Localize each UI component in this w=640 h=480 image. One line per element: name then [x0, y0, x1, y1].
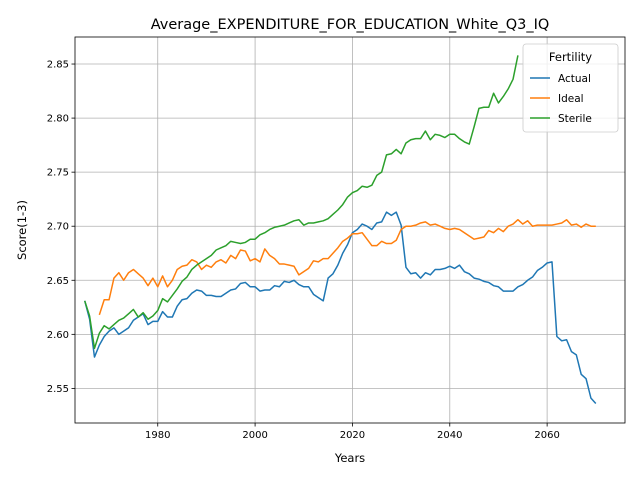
- y-axis-label: Score(1-3): [15, 200, 29, 260]
- series-line-sterile: [84, 55, 519, 350]
- x-tick-label: 1980: [145, 430, 170, 441]
- legend-label-actual: Actual: [558, 73, 591, 85]
- grid-lines: [75, 37, 625, 423]
- series-line-actual: [84, 211, 597, 405]
- y-tick-label: 2.75: [47, 168, 69, 179]
- legend-title: Fertility: [549, 50, 592, 64]
- y-tick-label: 2.55: [47, 384, 69, 395]
- x-axis-label: Years: [334, 451, 365, 465]
- chart-title: Average_EXPENDITURE_FOR_EDUCATION_White_…: [151, 17, 550, 33]
- x-tick-label: 2020: [340, 430, 365, 441]
- y-tick-label: 2.70: [47, 222, 69, 233]
- series-line-ideal: [98, 218, 596, 316]
- y-tick-label: 2.60: [47, 330, 69, 341]
- x-tick-label: 2060: [534, 430, 559, 441]
- series-layer: [84, 55, 597, 405]
- plot-frame: [74, 36, 626, 424]
- x-axis: 1980 2000 2020 2040 2060: [145, 423, 560, 441]
- y-tick-label: 2.85: [47, 60, 69, 71]
- y-tick-label: 2.65: [47, 276, 69, 287]
- legend-label-ideal: Ideal: [558, 93, 584, 105]
- y-axis: 2.55 2.60 2.65 2.70 2.75 2.80 2.85: [47, 60, 75, 395]
- legend: Fertility Actual Ideal Sterile: [522, 43, 619, 133]
- x-tick-label: 2000: [242, 430, 267, 441]
- legend-label-sterile: Sterile: [558, 113, 592, 125]
- x-tick-label: 2040: [437, 430, 462, 441]
- legend-box: [522, 43, 619, 133]
- y-tick-label: 2.80: [47, 114, 69, 125]
